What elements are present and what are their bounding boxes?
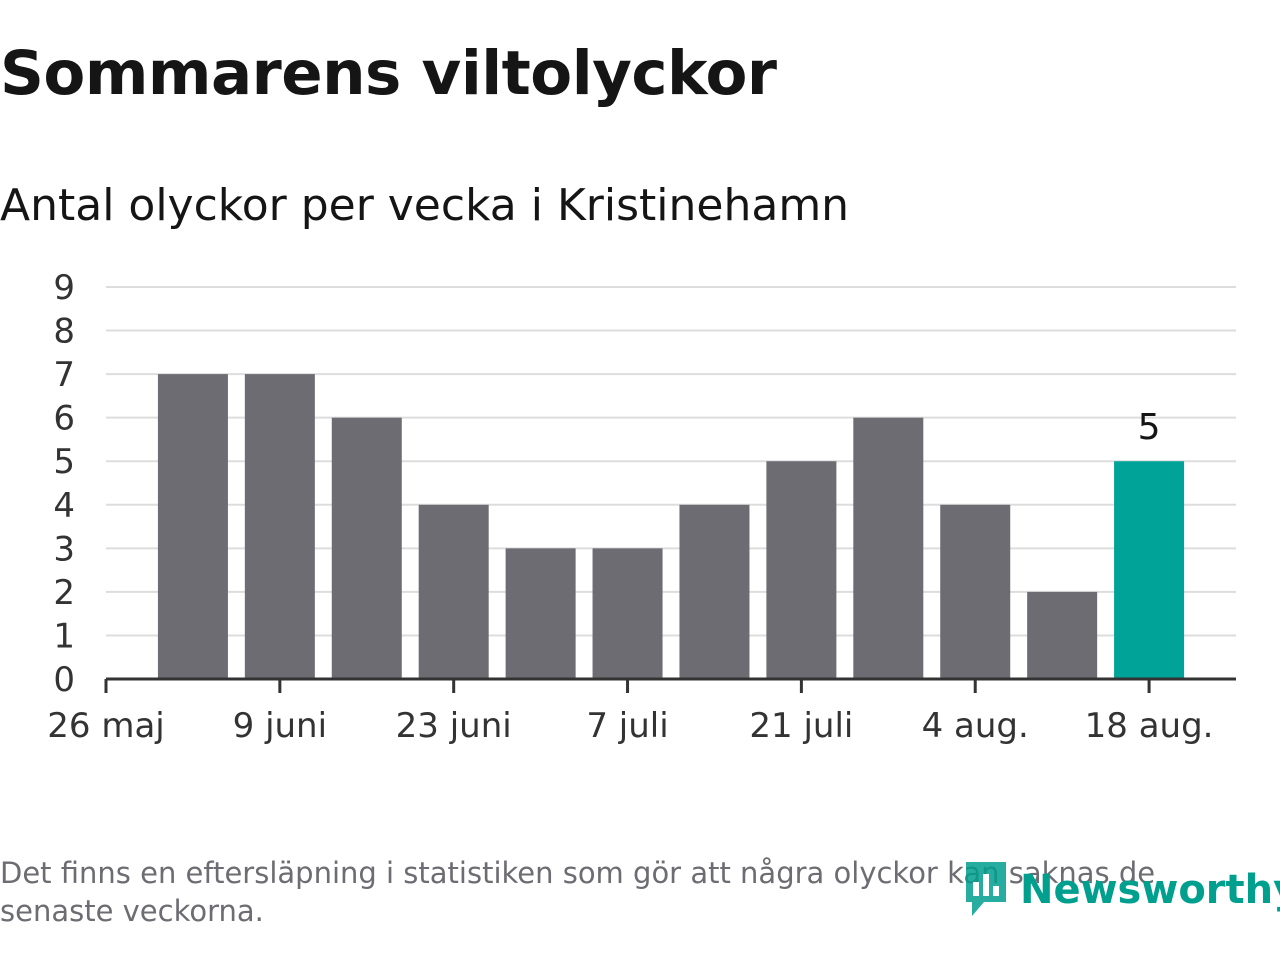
chart-title: Sommarens viltolyckor: [0, 38, 777, 109]
newsworthy-logo-icon: [966, 862, 1006, 916]
footnote: Det finns en eftersläpning i statistiken…: [0, 856, 1156, 928]
x-tick-label: 9 juni: [233, 706, 327, 746]
bars: [157, 374, 1185, 679]
bar: [592, 548, 663, 679]
y-tick-label: 5: [53, 442, 75, 482]
y-tick-label: 9: [53, 268, 75, 308]
bar: [1114, 461, 1185, 679]
chart-subtitle: Antal olyckor per vecka i Kristinehamn: [0, 180, 850, 231]
y-tick-label: 6: [53, 399, 75, 439]
bar: [679, 504, 750, 679]
bar: [505, 548, 576, 679]
bar: [418, 504, 489, 679]
data-labels: 5: [1138, 407, 1161, 448]
x-tick-label: 23 juni: [396, 706, 512, 746]
bar: [1027, 591, 1098, 679]
brand-name: Newsworthy: [1020, 867, 1280, 913]
bar: [244, 374, 315, 679]
y-tick-label: 4: [53, 486, 75, 526]
y-tick-label: 3: [53, 529, 75, 569]
x-tick-label: 7 juli: [586, 706, 668, 746]
bar: [940, 504, 1011, 679]
x-tick-label: 18 aug.: [1085, 706, 1214, 746]
y-tick-label: 7: [53, 355, 75, 395]
x-tick-label: 21 juli: [749, 706, 853, 746]
y-tick-label: 1: [53, 616, 75, 656]
x-tick-label: 4 aug.: [922, 706, 1029, 746]
x-tick-label: 26 maj: [47, 706, 164, 746]
brand-logo: Newsworthy: [962, 858, 1280, 922]
bar: [157, 374, 228, 679]
data-label: 5: [1138, 407, 1161, 448]
x-axis: 26 maj 9 juni 23 juni 7 juli 21 juli 4 aug. 18…: [47, 677, 1236, 746]
y-tick-label: 0: [53, 660, 75, 700]
y-tick-label: 2: [53, 573, 75, 613]
bar: [331, 417, 402, 679]
bar: [853, 417, 924, 679]
bar: [766, 461, 837, 679]
y-tick-label: 8: [53, 312, 75, 352]
